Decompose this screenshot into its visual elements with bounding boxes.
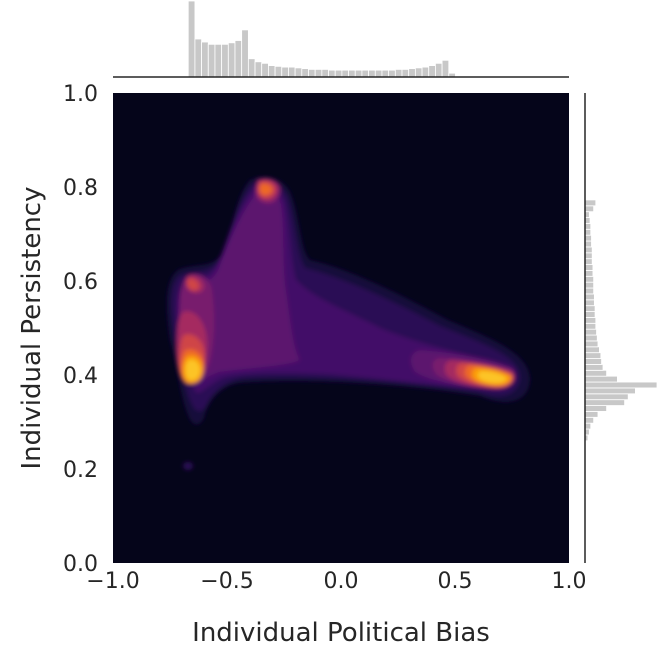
- y-tick-label: 1.0: [63, 82, 98, 107]
- top-histogram-bar: [227, 42, 236, 78]
- right-histogram-bar: [584, 234, 592, 242]
- right-histogram-bar: [584, 340, 599, 348]
- y-tick-label: 0.0: [63, 552, 98, 577]
- y-tick-label: 0.6: [63, 270, 98, 295]
- top-histogram-bar: [294, 67, 303, 78]
- right-histogram-bar: [584, 199, 597, 207]
- top-histogram-bar: [435, 62, 443, 78]
- top-histogram-bar: [234, 40, 243, 78]
- right-histogram-bar: [584, 299, 595, 307]
- top-histogram-bar: [194, 38, 203, 78]
- top-histogram-bar: [414, 67, 423, 78]
- right-histogram-bar: [584, 281, 595, 289]
- top-histogram-bar: [341, 69, 349, 78]
- y-tick-label: 0.4: [63, 364, 98, 389]
- top-histogram-bar: [394, 69, 403, 78]
- right-histogram-bar: [584, 305, 596, 312]
- right-histogram-bar: [584, 252, 593, 260]
- top-histogram-bar: [221, 43, 229, 78]
- top-histogram-bar: [381, 69, 390, 78]
- top-histogram-bar: [408, 68, 416, 78]
- top-histogram-bar: [321, 69, 329, 78]
- right-histogram-bar: [584, 364, 604, 371]
- right-histogram-bar: [584, 358, 602, 365]
- right-histogram-bar: [584, 369, 608, 377]
- right-histogram-bar: [584, 422, 592, 430]
- top-histogram-bar: [441, 59, 450, 78]
- right-histogram-bar: [584, 317, 597, 324]
- y-axis-label: Individual Persistency: [17, 187, 47, 470]
- right-histogram-bar: [584, 322, 597, 330]
- right-histogram-bar: [584, 228, 592, 236]
- right-histogram-bar: [584, 246, 593, 254]
- top-histogram-bar: [254, 61, 263, 78]
- right-histogram-bar: [584, 411, 599, 418]
- right-histogram-bar: [584, 240, 592, 248]
- right-histogram-bar: [584, 328, 597, 336]
- right-histogram-bar: [584, 275, 595, 283]
- top-histogram-bar: [328, 69, 336, 78]
- right-histogram-bar: [584, 258, 593, 265]
- top-marginal-histogram: [187, 0, 456, 78]
- right-histogram-bar: [584, 416, 595, 424]
- top-histogram-bar: [428, 65, 436, 78]
- top-histogram-bar: [388, 69, 396, 78]
- right-histogram-bar: [584, 352, 602, 359]
- top-histogram-bar: [207, 43, 216, 78]
- top-histogram-bar: [354, 69, 363, 78]
- top-histogram-bar: [214, 43, 223, 78]
- density-level-4: [183, 192, 516, 389]
- density-contours: [166, 176, 530, 470]
- top-histogram-bar: [301, 68, 309, 78]
- right-histogram-bar: [584, 287, 595, 295]
- right-histogram-bar: [584, 205, 595, 213]
- right-histogram-bar: [584, 346, 600, 354]
- top-histogram-bar: [187, 0, 196, 78]
- top-histogram-bar: [314, 69, 323, 78]
- right-histogram-bar: [584, 334, 598, 342]
- right-histogram-bar: [584, 381, 658, 389]
- top-histogram-bar: [348, 69, 356, 78]
- right-histogram-bar: [584, 393, 629, 401]
- x-tick-label: −0.5: [200, 569, 253, 594]
- right-histogram-bar: [584, 375, 618, 383]
- x-tick-label: −1.0: [86, 569, 139, 594]
- top-histogram-bar: [368, 69, 376, 78]
- right-histogram-bar: [584, 223, 592, 230]
- top-histogram-bar: [281, 66, 289, 78]
- top-histogram-bar: [308, 69, 316, 78]
- right-histogram-bar: [584, 399, 625, 406]
- top-histogram-bar: [401, 69, 410, 78]
- density-outlier-spot: [183, 462, 193, 470]
- y-tick-label: 0.2: [63, 458, 98, 483]
- right-histogram-bar: [584, 387, 636, 395]
- top-histogram-bar: [334, 69, 343, 78]
- y-axis-ticks: 0.0 0.2 0.4 0.6 0.8 1.0: [63, 82, 98, 577]
- top-histogram-bar: [288, 66, 296, 78]
- right-histogram-bar: [584, 217, 591, 224]
- top-histogram-bar: [374, 69, 383, 78]
- x-tick-label: 1.0: [552, 569, 587, 594]
- x-axis-ticks: −1.0 −0.5 0.0 0.5 1.0: [86, 569, 586, 594]
- x-axis-label: Individual Political Bias: [192, 618, 490, 648]
- right-histogram-bar: [584, 293, 595, 301]
- top-histogram-bar: [247, 58, 256, 78]
- right-histogram-bar: [584, 270, 594, 277]
- right-histogram-bar: [584, 311, 596, 318]
- x-tick-label: 0.0: [324, 569, 359, 594]
- right-histogram-bar: [584, 264, 594, 271]
- right-histogram-bar: [584, 405, 608, 412]
- y-tick-label: 0.8: [63, 176, 98, 201]
- top-histogram-bar: [261, 62, 269, 78]
- top-histogram-bar: [361, 69, 370, 78]
- top-histogram-bar: [421, 66, 430, 78]
- top-histogram-bar: [274, 65, 283, 78]
- x-tick-label: 0.5: [438, 569, 473, 594]
- density-level-8: [180, 183, 513, 387]
- top-histogram-bar: [241, 29, 249, 78]
- top-histogram-bar: [201, 41, 209, 78]
- right-marginal-histogram: [584, 199, 658, 442]
- top-histogram-bar: [268, 65, 276, 78]
